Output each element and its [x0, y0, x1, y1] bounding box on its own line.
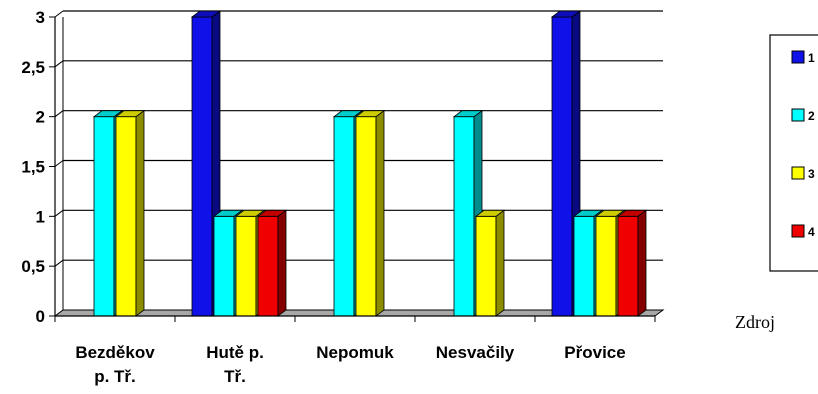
legend-label: 3 — [808, 167, 815, 181]
bar — [354, 109, 386, 317]
x-tick-label: Tř. — [224, 367, 246, 386]
y-tick-label: 1,5 — [21, 158, 45, 177]
legend-swatch — [791, 50, 805, 64]
bar — [474, 209, 506, 317]
legend-entry: 2 — [791, 108, 815, 123]
bars — [92, 10, 648, 317]
legend-swatch — [791, 108, 805, 122]
x-tick-label: Bezděkov — [75, 343, 155, 362]
y-axis: 0 0,5 1 1,5 2 2,5 3 — [21, 8, 56, 326]
legend-swatch — [791, 166, 805, 180]
x-tick-label: p. Tř. — [94, 367, 136, 386]
legend-label: 1 — [808, 51, 815, 65]
gridline-depth — [54, 10, 64, 18]
gridline-depth — [54, 209, 64, 217]
legend-label: 2 — [808, 109, 815, 123]
x-tick-label: Nepomuk — [316, 343, 394, 362]
x-tick-label: Hutě p. — [206, 343, 264, 362]
legend-entry: 4 — [791, 224, 815, 239]
x-tick-label: Přovice — [564, 343, 625, 362]
legend-swatch — [791, 224, 805, 238]
y-tick-label: 0 — [36, 307, 45, 326]
y-tick-label: 3 — [36, 8, 45, 27]
y-tick-label: 2 — [36, 108, 45, 127]
legend-entry: 3 — [791, 166, 815, 181]
gridline-depth — [54, 60, 64, 68]
gridline-depth — [54, 160, 64, 167]
y-tick-label: 2,5 — [21, 58, 45, 77]
legend-label: 4 — [808, 225, 815, 239]
bar — [114, 109, 146, 317]
legend-entry: 1 — [791, 50, 815, 65]
x-axis: Bezděkov p. Tř. Hutě p. Tř. Nepomuk Nesvačily… — [54, 315, 656, 386]
y-tick-label: 0,5 — [21, 257, 45, 276]
y-tick-label: 1 — [36, 207, 45, 226]
x-tick-label: Nesvačily — [436, 343, 515, 362]
bar — [256, 209, 288, 317]
legend-box — [769, 34, 818, 272]
gridline-depth — [54, 110, 64, 118]
source-note: Zdroj — [735, 312, 775, 332]
bar — [616, 209, 648, 317]
gridline-depth — [54, 259, 64, 267]
legend: 1 2 3 4 — [769, 34, 818, 272]
